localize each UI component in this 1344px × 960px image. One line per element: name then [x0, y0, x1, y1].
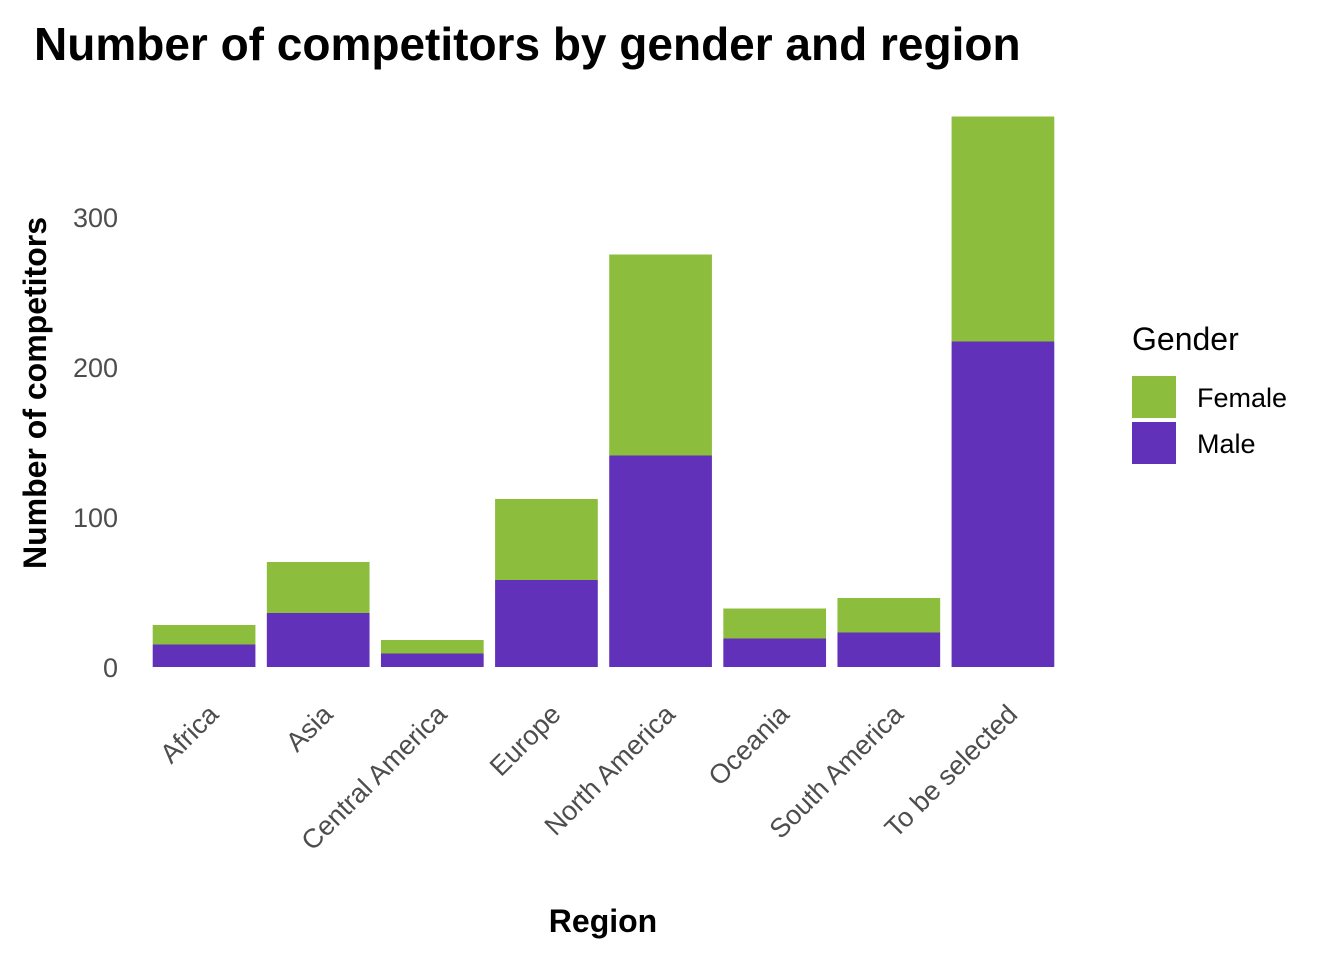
chart-title: Number of competitors by gender and regi…	[34, 18, 1021, 70]
bar-asia-male	[266, 613, 370, 667]
bar-south-america-female	[837, 598, 941, 633]
bar-africa-male	[152, 644, 256, 667]
legend-title: Gender	[1132, 321, 1239, 357]
bar-europe-male	[495, 580, 598, 667]
bar-oceania-male	[723, 638, 827, 667]
bar-to-be-selected-male	[951, 341, 1055, 667]
bar-central-america-male	[380, 653, 484, 667]
bar-oceania-female	[723, 608, 827, 639]
bar-north-america-male	[609, 455, 712, 667]
bar-central-america-female	[380, 640, 484, 654]
legend-label-female: Female	[1197, 383, 1287, 413]
y-tick-label: 100	[73, 503, 118, 533]
x-tick-label: Asia	[280, 698, 339, 757]
x-axis-title: Region	[549, 903, 657, 939]
bar-europe-female	[495, 499, 598, 580]
legend-key-male	[1132, 422, 1176, 464]
bars-layer	[152, 116, 1055, 667]
x-tick-label: Oceania	[703, 698, 796, 791]
bar-north-america-female	[609, 254, 712, 456]
x-tick-label: Europe	[484, 699, 567, 782]
y-axis-title: Number of competitors	[17, 217, 53, 569]
y-tick-label: 300	[73, 203, 118, 233]
bar-to-be-selected-female	[951, 116, 1055, 342]
legend-key-female	[1132, 376, 1176, 418]
y-tick-label: 0	[103, 653, 118, 683]
x-tick-label: Africa	[154, 698, 225, 769]
bar-asia-female	[266, 562, 370, 613]
bar-africa-female	[152, 625, 256, 645]
legend-label-male: Male	[1197, 429, 1256, 459]
y-axis-ticks: 0 100 200 300	[73, 203, 118, 683]
bar-south-america-male	[837, 632, 941, 667]
legend: Gender Female Male	[1132, 321, 1287, 464]
legend-items: Female Male	[1132, 376, 1287, 464]
y-tick-label: 200	[73, 353, 118, 383]
